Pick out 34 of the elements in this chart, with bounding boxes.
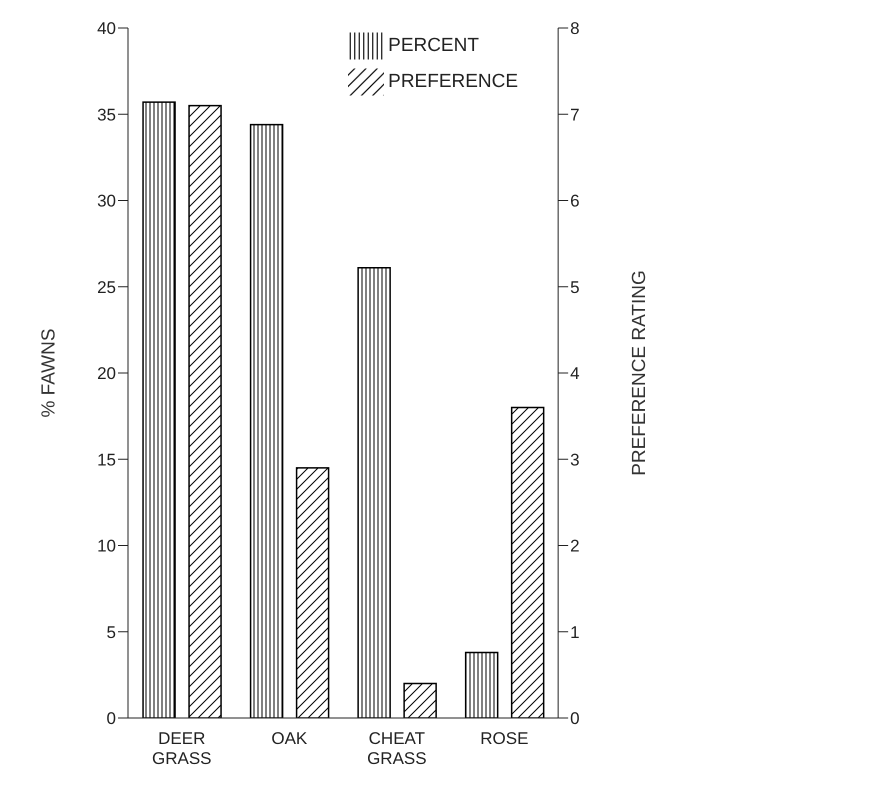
y2-axis-title: PREFERENCE RATING xyxy=(628,270,650,476)
y2-tick-label: 7 xyxy=(570,105,580,124)
x-tick-label: CHEAT GRASS xyxy=(367,729,427,768)
y-tick-label: 5 xyxy=(106,622,116,642)
y2-tick-label: 3 xyxy=(570,450,580,470)
y-tick-label: 30 xyxy=(97,192,116,211)
bar xyxy=(250,124,284,718)
y2-tick-label: 4 xyxy=(570,364,580,384)
y2-tick-label: 2 xyxy=(570,536,580,556)
y-axis-title: % FAWNS xyxy=(38,328,60,418)
y-tick-label: 0 xyxy=(106,709,116,728)
y2-tick-label: 8 xyxy=(570,19,580,38)
x-tick-label: OAK xyxy=(271,729,308,748)
bar xyxy=(142,101,176,718)
bar xyxy=(464,652,498,718)
y-tick-label: 20 xyxy=(97,364,116,384)
y-tick-label: 10 xyxy=(97,536,116,556)
y-tick-label: 35 xyxy=(97,105,116,124)
y2-tick-label: 1 xyxy=(570,622,580,642)
x-tick-label: ROSE xyxy=(480,729,528,748)
bar xyxy=(188,104,222,718)
bar xyxy=(510,406,544,718)
legend-label: PERCENT xyxy=(388,35,479,56)
bar xyxy=(403,682,437,718)
legend-label: PREFERENCE xyxy=(388,71,518,92)
y2-tick-label: 5 xyxy=(570,278,580,297)
x-tick-label: DEER GRASS xyxy=(152,729,212,768)
bar xyxy=(296,467,330,718)
y2-tick-label: 6 xyxy=(570,192,580,211)
y-tick-label: 25 xyxy=(97,278,116,297)
y2-tick-label: 0 xyxy=(570,709,580,728)
bar xyxy=(357,267,391,718)
y-tick-label: 40 xyxy=(97,19,116,38)
y-tick-label: 15 xyxy=(97,450,116,470)
